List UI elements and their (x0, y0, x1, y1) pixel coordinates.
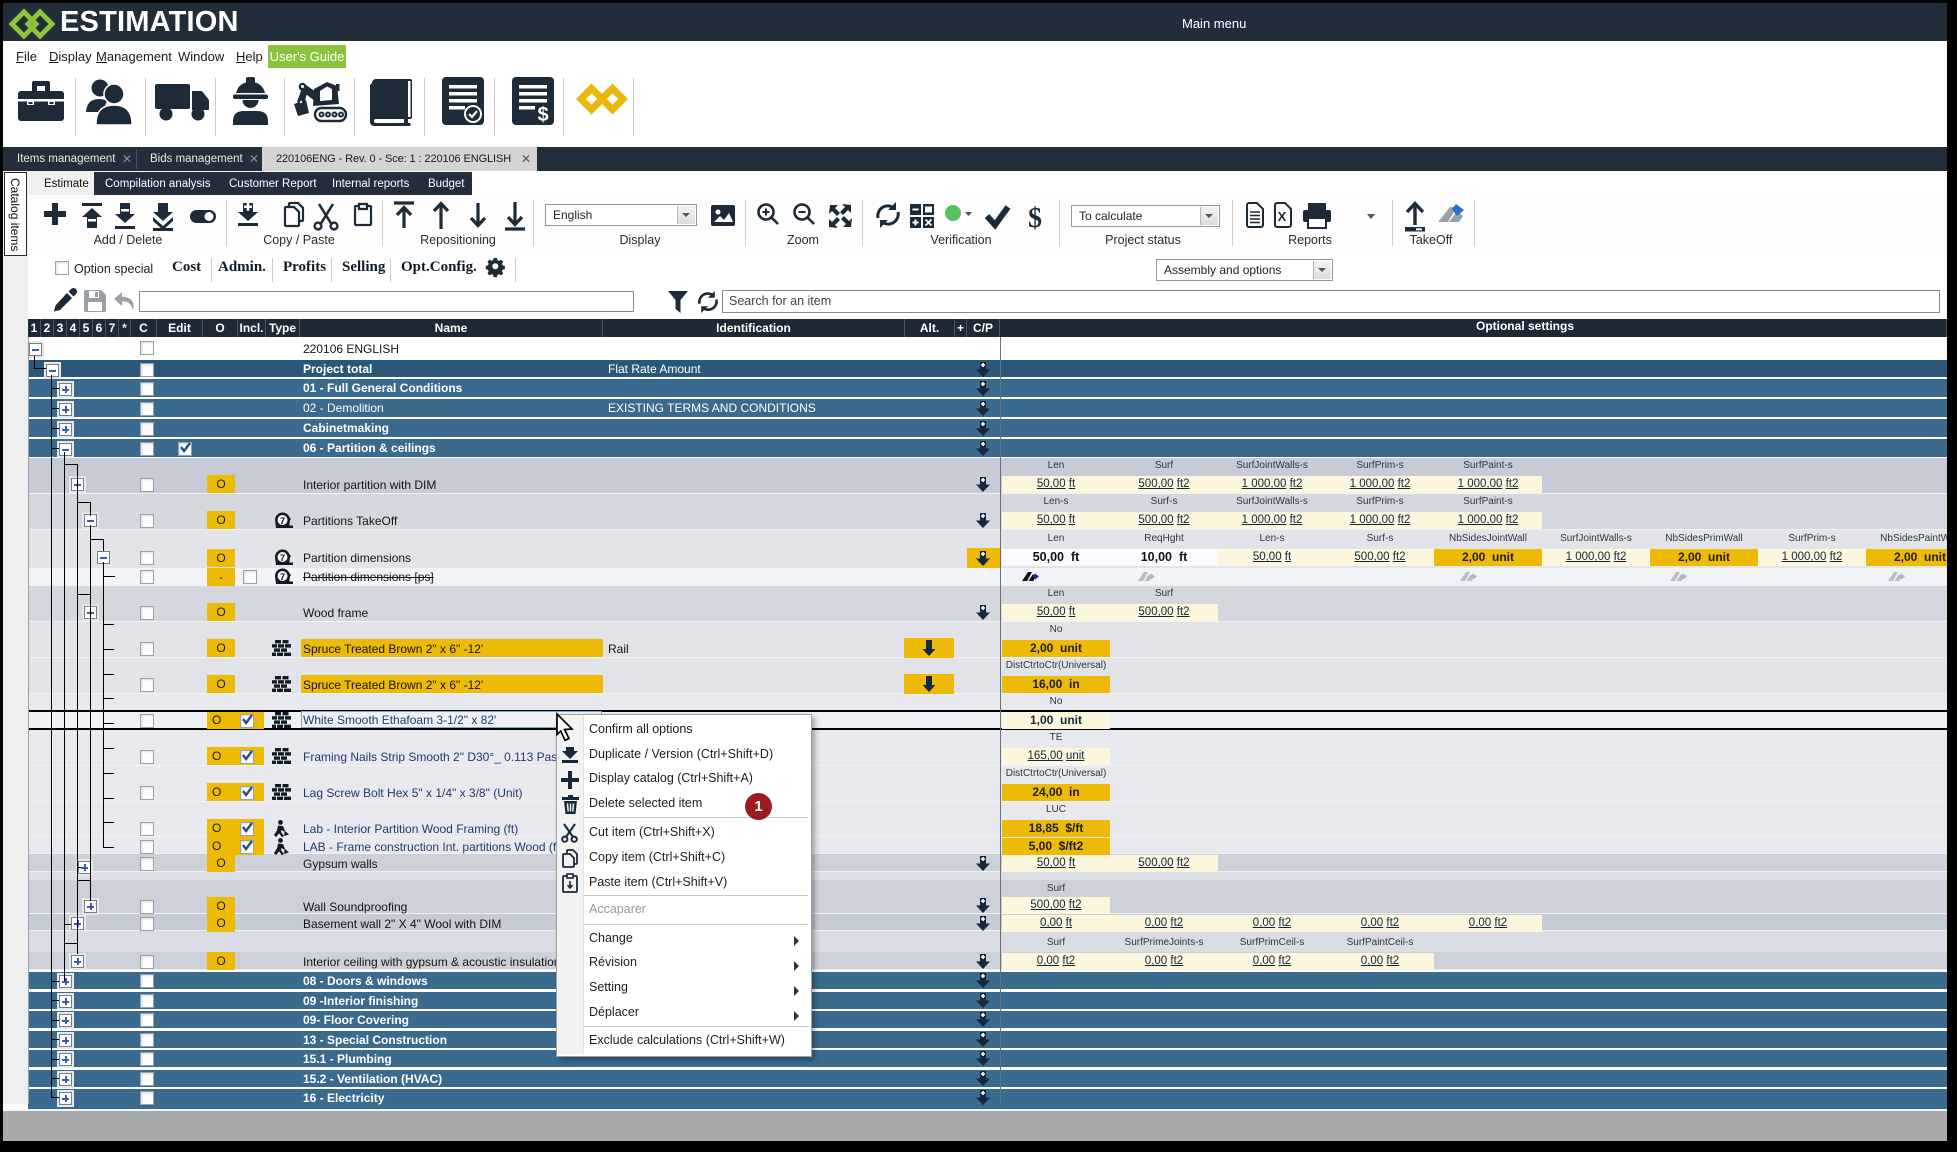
svg-text:7: 7 (280, 516, 285, 527)
svg-text:X: X (1278, 209, 1287, 224)
svg-text:$: $ (1028, 203, 1042, 234)
svg-text:x: x (684, 304, 689, 314)
svg-text:$: $ (537, 104, 548, 126)
svg-text:7: 7 (280, 553, 285, 564)
svg-text:7: 7 (280, 572, 285, 583)
